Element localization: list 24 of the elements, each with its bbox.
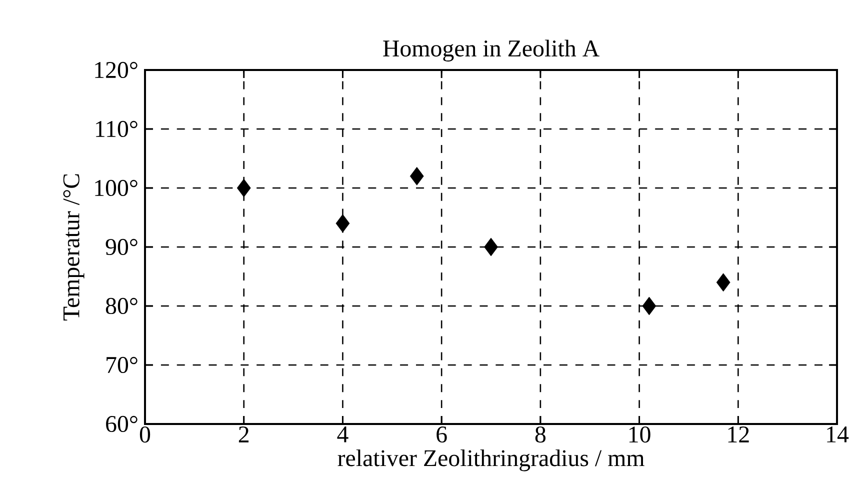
x-tick-label: 8: [535, 426, 546, 443]
x-tick-label: 2: [238, 426, 249, 442]
y-tick-label: 60°: [106, 416, 138, 432]
y-tick-label: 100°: [95, 180, 138, 196]
point: [716, 273, 730, 292]
point: [642, 296, 656, 316]
point: [236, 178, 251, 198]
y-tick-label: 80°: [106, 298, 138, 314]
x-tick-label: 6: [436, 426, 447, 443]
point: [410, 166, 424, 186]
x-axis-title: relativer Zeolithringradius / mm: [338, 449, 644, 472]
y-tick-label: 110°: [96, 120, 138, 138]
x-tick-label: 12: [728, 426, 749, 442]
x-tick-label: 4: [337, 426, 348, 442]
y-axis-title: Temperatur /°C: [63, 174, 84, 321]
y-tick-label: 120°: [95, 62, 138, 78]
point: [336, 214, 350, 233]
x-tick-label: 0: [140, 426, 150, 443]
x-tick-label: 10: [629, 426, 650, 443]
y-tick-label: 70°: [106, 356, 138, 374]
x-tick-label: 14: [827, 426, 849, 442]
y-tick-label: 90°: [106, 238, 138, 256]
point: [484, 238, 498, 256]
chart-title: Homogen in Zeolith A: [383, 40, 600, 62]
